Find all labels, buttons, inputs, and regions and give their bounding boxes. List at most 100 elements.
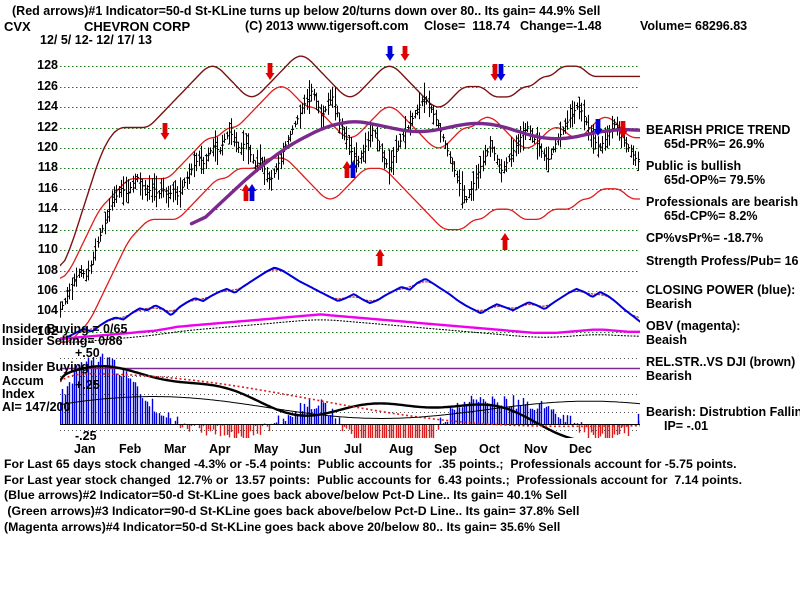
company-name: CHEVRON CORP [84,19,191,34]
y-tick-126: 126 [37,78,58,93]
indicator-1-caption: (Red arrows)#1 Indicator=50-d St-KLine t… [12,4,601,18]
distribution-text: Bearish: Distrubtion Falling [646,405,800,419]
y-tick-116: 116 [37,180,58,195]
y-tick-122: 122 [37,119,58,134]
strength-block: Strength Profess/Pub= 16 [646,254,800,269]
price-bars [60,80,640,318]
accumulation-histogram [60,353,640,438]
y-tick-114: 114 [37,201,58,216]
footer-notes: For Last 65 days stock changed -4.3% or … [0,457,800,536]
relstr-title: REL.STR..VS DJI (brown) [646,355,796,369]
signal-arrow-red-up-8 [241,184,251,201]
price-trend-value: 65d-PR%= 26.9% [664,136,765,151]
y-tick-108: 108 [37,262,58,277]
analysis-panel: BEARISH PRICE TREND 65d-PR%= 26.9% Publi… [646,123,800,442]
obv-title: OBV (magenta): [646,319,741,333]
insider-buying-label-1: Insider Buying = 0/65 [2,322,128,336]
y-tick-104: 104 [37,303,58,318]
closing-power-block: CLOSING POWER (blue): Bearish [646,283,800,311]
insider-selling-label: Insider Selling= 0/86 [2,334,123,348]
x-tick-dec: Dec [569,442,592,456]
y-tick-102: 102 [37,323,58,338]
signal-arrow-red-down-1 [265,63,275,80]
x-tick-jul: Jul [344,442,363,456]
ip-value: IP= -.01 [664,418,709,433]
cp-vs-pr-block: CP%vsPr%= -18.7% [646,231,800,246]
public-title: Public is bullish [646,159,742,173]
x-tick-may: May [254,442,279,456]
footer-note-4: (Green arrows)#3 Indicator=90-d St-KLine… [4,504,580,519]
obv-block: OBV (magenta): Beaish [646,319,800,347]
signal-arrow-red-up-13 [375,249,385,266]
x-tick-mar: Mar [164,442,187,456]
footer-note-1: For Last 65 days stock changed -4.3% or … [4,457,737,471]
x-tick-sep: Sep [434,442,457,456]
x-tick-jan: Jan [74,442,96,456]
chart-canvas [60,46,640,438]
signal-arrow-red-up-12 [500,233,510,250]
closing-power-value: Bearish [646,296,692,311]
lower-band-line [60,157,640,343]
indicator-tick-plus-50: +.50 [75,346,100,360]
x-tick-feb: Feb [119,442,142,456]
x-axis-months: Jan Feb Mar Apr May Jun Jul Aug Sep Oct Nov Dec [60,442,640,458]
professionals-value: 65d-CP%= 8.2% [664,208,758,223]
y-tick-106: 106 [37,282,58,297]
distribution-block: Bearish: Distrubtion Falling IP= -.01 [646,405,800,433]
closing-power-line [60,266,640,341]
close-price: Close= 118.74 [424,19,510,33]
x-tick-apr: Apr [209,442,231,456]
relstr-block: REL.STR..VS DJI (brown) Bearish [646,355,800,383]
signal-arrow-blue-down-5 [496,64,506,81]
signal-arrow-blue-down-2 [385,46,395,61]
signal-arrow-red-down-7 [618,121,628,138]
ai-value: AI= 147/200 [2,400,71,414]
relstr-value: Bearish [646,368,692,383]
insider-buying-label-2: Insider Buying [2,360,89,374]
price-chart-plot[interactable] [60,46,640,438]
obv-value: Beaish [646,332,687,347]
signal-arrow-red-down-3 [400,46,410,61]
professionals-block: Professionals are bearish 65d-CP%= 8.2% [646,195,800,223]
ticker-symbol: CVX [4,19,31,34]
cp-vs-pr-value: CP%vsPr%= -18.7% [646,231,764,245]
ip-signal-dotted [60,373,640,428]
y-tick-128: 128 [37,58,58,73]
indicator-tick-minus-25: -.25 [75,429,97,443]
y-tick-110: 110 [37,242,58,257]
signal-arrow-red-down-0 [160,123,170,140]
volume-value: Volume= 68296.83 [640,19,748,33]
signal-arrow-blue-up-11 [348,161,358,178]
ip-line [60,365,575,438]
price-trend-title: BEARISH PRICE TREND [646,123,791,137]
y-tick-124: 124 [37,99,58,114]
obv-line [60,313,640,341]
y-axis: 128 126 124 122 120 118 116 114 112 110 108 106 104 1… [0,46,58,438]
upper-band-line [60,86,640,279]
x-tick-oct: Oct [479,442,500,456]
indicator-tick-plus-25: +.25 [75,378,100,392]
price-change: Change=-1.48 [520,19,602,33]
signal-arrow-red-up-10 [342,161,352,178]
x-tick-nov: Nov [524,442,548,456]
public-value: 65d-OP%= 79.5% [664,172,766,187]
accum-label: Accum [2,374,44,388]
footer-note-2: For Last year stock changed 12.7% or 13.… [4,472,743,487]
obv-trend-dotted [60,319,640,344]
x-tick-jun: Jun [299,442,322,456]
rel-strength-line [60,55,640,267]
y-tick-118: 118 [37,160,58,175]
signal-arrow-blue-up-9 [247,184,257,201]
moving-average-line [189,120,640,226]
index-label: Index [2,387,35,401]
x-tick-aug: Aug [389,442,414,456]
footer-note-5: (Magenta arrows)#4 Indicator=50-d St-KLi… [4,519,561,534]
price-trend-block: BEARISH PRICE TREND 65d-PR%= 26.9% [646,123,800,151]
copyright-notice: (C) 2013 www.tigersoft.com [245,19,409,33]
closing-power-title: CLOSING POWER (blue): [646,283,796,297]
y-tick-120: 120 [37,139,58,154]
public-block: Public is bullish 65d-OP%= 79.5% [646,159,800,187]
professionals-title: Professionals are bearish [646,195,799,209]
y-tick-112: 112 [37,221,58,236]
signal-arrow-blue-down-6 [593,119,603,136]
